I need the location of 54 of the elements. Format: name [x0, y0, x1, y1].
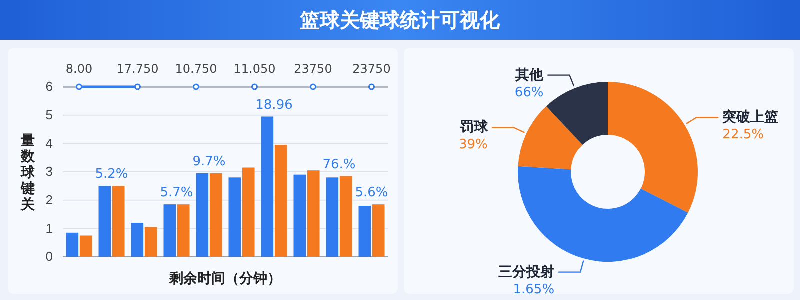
- bar: [274, 145, 288, 257]
- bar: [228, 178, 242, 257]
- text: 39%: [458, 138, 488, 153]
- bar: [242, 168, 255, 257]
- x-axis-title: 剩余时间（分钟）: [168, 271, 282, 287]
- y-tick-label: 3: [46, 164, 53, 180]
- donut-slice: [518, 166, 688, 262]
- text: 22.5%: [722, 128, 764, 143]
- text: 23750: [352, 62, 391, 76]
- bar: [294, 174, 306, 257]
- bar: [144, 227, 158, 257]
- annotation: 5.6%: [355, 186, 388, 201]
- chart-title: 篮球关键球统计可视化: [299, 8, 501, 32]
- bar: [164, 204, 176, 257]
- y-tick-label: 6: [46, 79, 53, 94]
- annotation: 9.7%: [192, 154, 226, 170]
- slice-label: 突破上篮: [722, 108, 779, 126]
- annotation: 5.7%: [160, 186, 194, 201]
- bar: [326, 178, 339, 257]
- annotation: 18.96: [256, 98, 293, 113]
- bar: [210, 173, 222, 257]
- bar: [340, 176, 352, 257]
- y-tick-label: 4: [46, 136, 53, 151]
- slice-label: 罚球: [458, 120, 489, 136]
- donut-slice: [518, 106, 583, 170]
- y-tick-label: 5: [46, 107, 53, 122]
- donut-slice: [546, 82, 608, 146]
- bar: [80, 236, 92, 257]
- bar: [358, 206, 372, 257]
- text: 23750: [294, 62, 332, 76]
- text: 11.050: [234, 62, 276, 76]
- text: 17.750: [116, 62, 159, 76]
- bar: [98, 186, 112, 257]
- bar: [112, 186, 125, 257]
- slice-label: 其他: [514, 67, 545, 84]
- slice-label: 三分投射: [498, 264, 555, 280]
- bar: [131, 223, 144, 257]
- bar: [372, 204, 385, 257]
- bar: [261, 116, 274, 257]
- annotation: 76.%: [322, 157, 356, 172]
- y-tick-label: 0: [46, 249, 53, 264]
- text: 66%: [514, 85, 544, 100]
- y-tick-label: 1: [46, 220, 53, 236]
- text: 8.00: [66, 62, 93, 76]
- y-tick-label: 2: [46, 192, 53, 208]
- annotation: 5.2%: [95, 167, 128, 182]
- text: 10.750: [175, 62, 218, 76]
- bar: [307, 170, 320, 257]
- donut-slice: [608, 82, 698, 213]
- bar: [66, 232, 79, 257]
- text: 1.65%: [513, 282, 555, 298]
- bar: [196, 173, 209, 257]
- y-axis-title: 量数球键关: [20, 133, 36, 213]
- bar: [177, 204, 190, 257]
